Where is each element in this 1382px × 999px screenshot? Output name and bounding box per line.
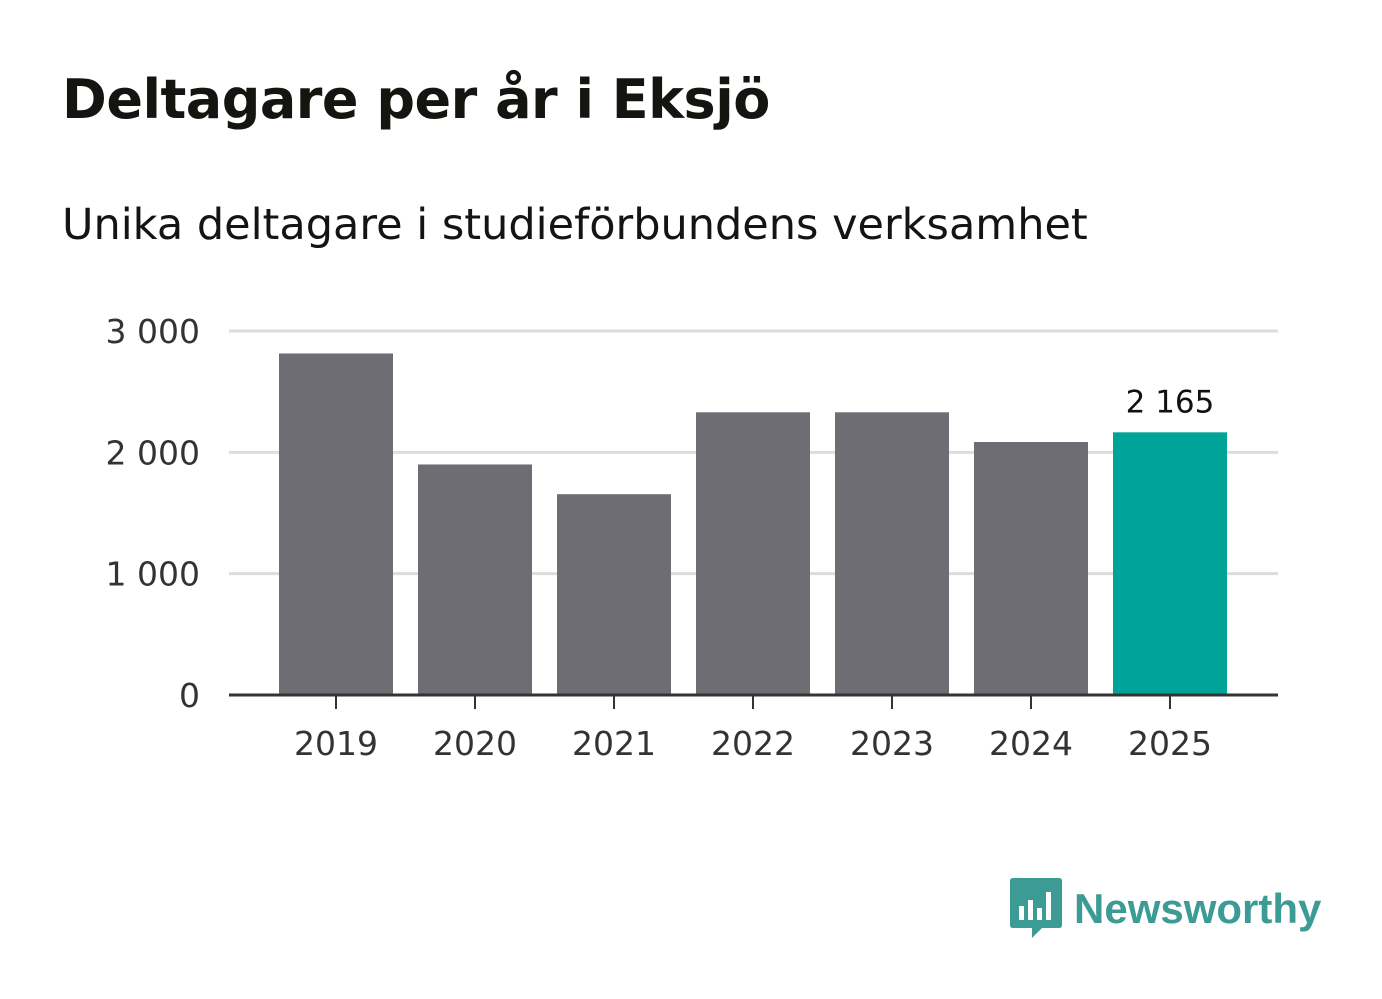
brand-name: Newsworthy — [1074, 885, 1322, 932]
bar-2023 — [835, 412, 949, 695]
y-tick-label: 3 000 — [106, 312, 200, 351]
bar-chart-speech-bubble-icon — [1010, 878, 1062, 938]
newsworthy-logo: Newsworthy — [1010, 878, 1321, 940]
y-tick-label: 2 000 — [106, 433, 200, 472]
bar-2022 — [696, 412, 810, 695]
bar-2024 — [974, 442, 1088, 695]
bar-series — [279, 353, 1227, 695]
y-tick-label: 0 — [179, 676, 200, 715]
bar-2025 — [1113, 432, 1227, 695]
axis-labels: 0 1 000 2 000 3 000 2 165 2019 2020 2021 2022 202… — [106, 312, 1215, 763]
bar-2020 — [418, 464, 532, 695]
x-axis — [229, 693, 1278, 709]
x-tick-label: 2025 — [1128, 724, 1212, 763]
x-tick-label: 2023 — [850, 724, 934, 763]
y-tick-label: 1 000 — [106, 555, 200, 594]
bar-2019 — [279, 353, 393, 695]
x-tick-label: 2019 — [294, 724, 378, 763]
chart-subtitle: Unika deltagare i studieförbundens verks… — [62, 200, 1088, 250]
x-tick-label: 2020 — [433, 724, 517, 763]
data-label: 2 165 — [1126, 384, 1215, 420]
chart-title: Deltagare per år i Eksjö — [62, 68, 770, 131]
x-tick-label: 2021 — [572, 724, 656, 763]
bar-2021 — [557, 494, 671, 695]
x-tick-label: 2022 — [711, 724, 795, 763]
x-tick-label: 2024 — [989, 724, 1073, 763]
